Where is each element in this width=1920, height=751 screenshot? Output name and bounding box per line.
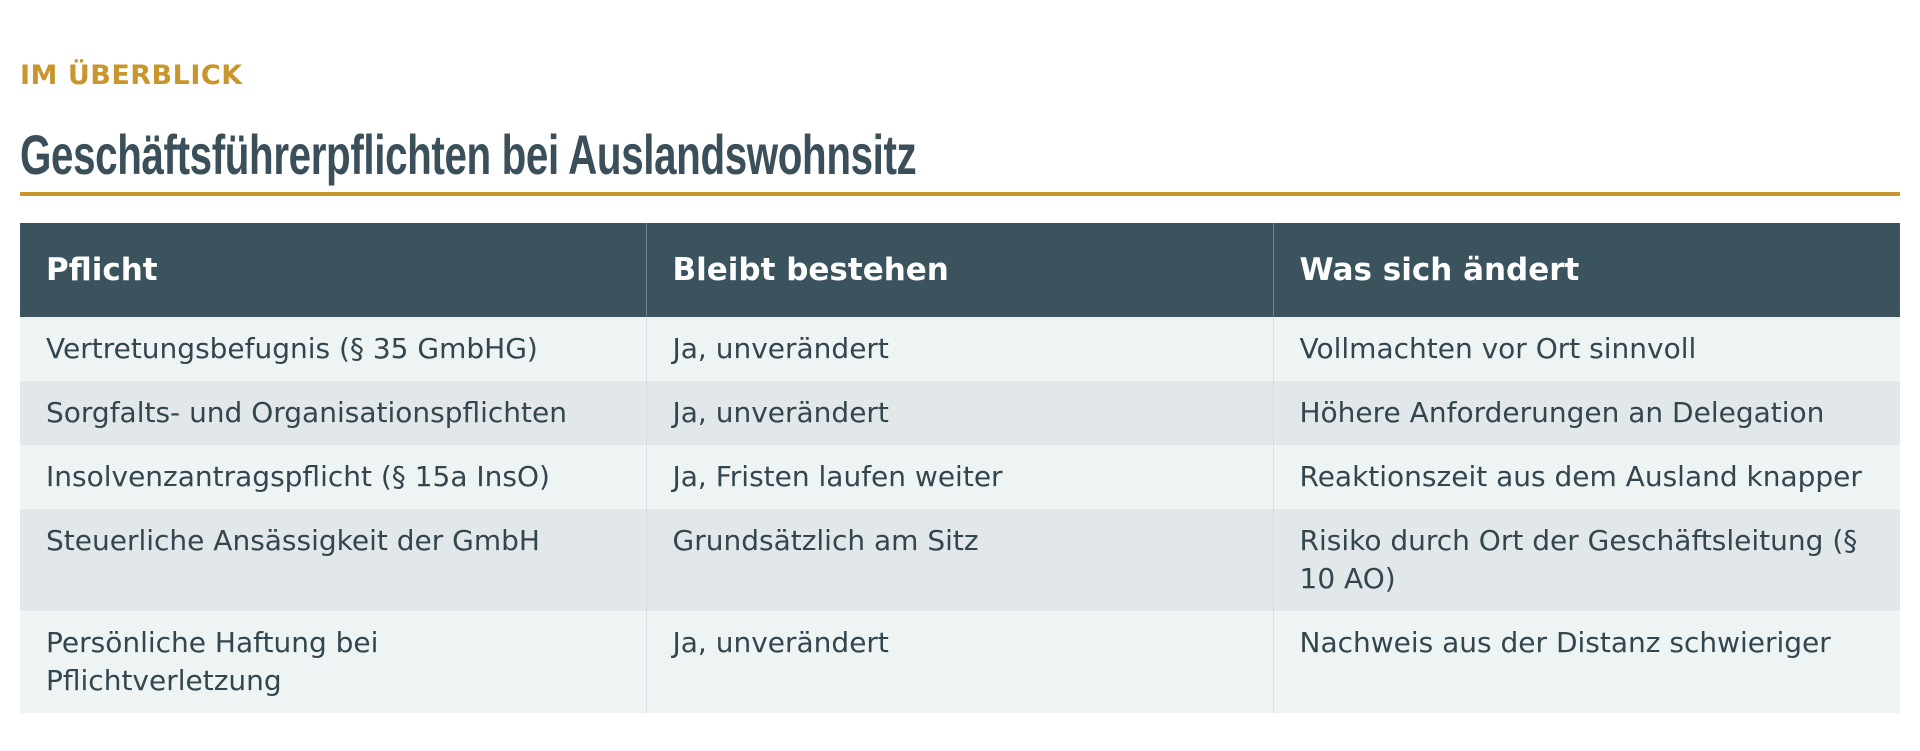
title-rule — [20, 192, 1900, 196]
eyebrow: IM ÜBERBLICK — [20, 60, 243, 91]
table-cell: Ja, Fristen laufen weiter — [646, 445, 1274, 509]
table-cell: Vollmachten vor Ort sinnvoll — [1273, 317, 1900, 381]
table-row: Sorgfalts- und Organisationspflichten Ja,… — [20, 381, 1900, 445]
header-row: Pflicht Bleibt bestehen Was sich ändert — [20, 223, 1900, 317]
table-cell: Vertretungsbefugnis (§ 35 GmbHG) — [20, 317, 647, 381]
table-cell: Ja, unverändert — [646, 317, 1274, 381]
overview-table: Pflicht Bleibt bestehen Was sich ändert Ve… — [20, 223, 1900, 713]
table-cell: Risiko durch Ort der Geschäftsleitung (§… — [1273, 509, 1900, 611]
column-header: Bleibt bestehen — [646, 223, 1274, 317]
table-cell: Steuerliche Ansässigkeit der GmbH — [20, 509, 647, 611]
table-cell: Persönliche Haftung bei Pflichtverletzun… — [20, 611, 647, 713]
table-row: Persönliche Haftung bei Pflichtverletzun… — [20, 611, 1900, 713]
table-cell: Sorgfalts- und Organisationspflichten — [20, 381, 647, 445]
page-title: Geschäftsführerpflichten bei Auslandswoh… — [20, 123, 917, 186]
table-cell: Ja, unverändert — [646, 381, 1274, 445]
table-row: Steuerliche Ansässigkeit der GmbH Grundsä… — [20, 509, 1900, 611]
table-cell: Ja, unverändert — [646, 611, 1274, 713]
column-header: Was sich ändert — [1273, 223, 1900, 317]
table-row: Insolvenzantragspflicht (§ 15a InsO) Ja, … — [20, 445, 1900, 509]
table-cell: Höhere Anforderungen an Delegation — [1273, 381, 1900, 445]
column-header: Pflicht — [20, 223, 647, 317]
table-cell: Reaktionszeit aus dem Ausland knapper — [1273, 445, 1900, 509]
table-body: Vertretungsbefugnis (§ 35 GmbHG) Ja, unve… — [20, 317, 1900, 713]
table-cell: Nachweis aus der Distanz schwieriger — [1273, 611, 1900, 713]
table-cell: Grundsätzlich am Sitz — [646, 509, 1274, 611]
table-cell: Insolvenzantragspflicht (§ 15a InsO) — [20, 445, 647, 509]
table-row: Vertretungsbefugnis (§ 35 GmbHG) Ja, unve… — [20, 317, 1900, 381]
